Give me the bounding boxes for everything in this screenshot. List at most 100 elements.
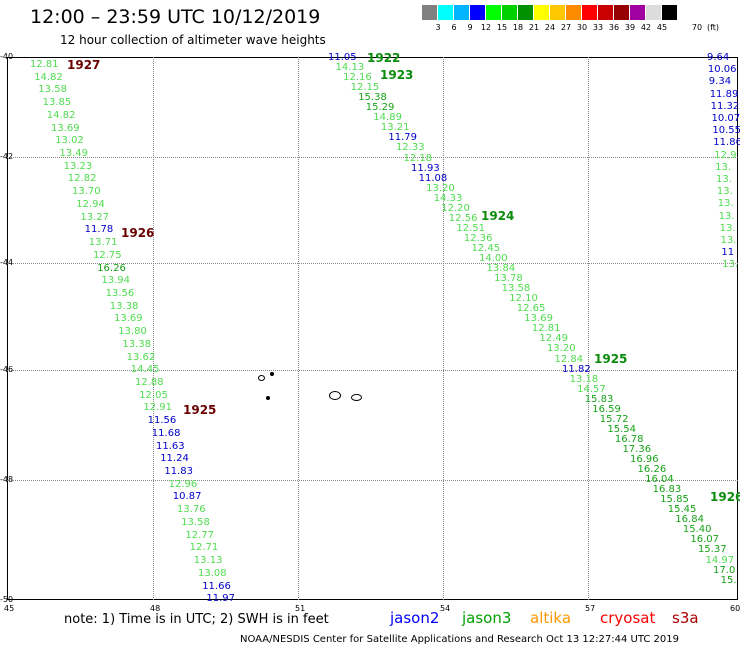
wave-height-reading: 12.9 <box>714 149 737 161</box>
wave-height-reading: 16.26 <box>97 262 126 274</box>
pass-label: 1923 <box>380 68 414 82</box>
pass-label: 1927 <box>67 58 101 72</box>
legend-label: 36 <box>608 23 620 32</box>
wave-height-reading: 12.05 <box>139 389 168 401</box>
legend-swatch <box>662 5 678 20</box>
pass-label: 1926 <box>710 490 740 504</box>
wave-height-reading: 13. <box>717 198 734 210</box>
wave-height-reading: 12.96 <box>168 478 198 490</box>
legend-swatch <box>598 5 614 20</box>
wave-height-reading: 12.94 <box>76 198 105 210</box>
wave-height-reading: 16.84 <box>675 514 704 526</box>
wave-height-reading: 17.0 <box>713 564 736 576</box>
wave-height-reading: 13.21 <box>380 122 410 134</box>
wave-height-reading: 12.84 <box>554 353 584 365</box>
wave-height-reading: 9.64 <box>707 52 730 63</box>
legend-label: 42 <box>640 23 652 32</box>
wave-height-reading: 9.34 <box>708 76 732 88</box>
wave-height-reading: 12.82 <box>67 173 97 185</box>
wave-height-reading: 13.80 <box>118 326 147 338</box>
legend-label: 3 <box>435 23 441 32</box>
legend-swatch <box>534 5 550 20</box>
wave-height-reading: 11.63 <box>156 440 185 452</box>
longitude-label: 57 <box>585 604 596 613</box>
legend-label: 33 <box>592 23 604 32</box>
wave-height-reading: 11.86 <box>713 137 740 149</box>
longitude-label: 45 <box>4 604 15 613</box>
legend-swatch <box>422 5 438 20</box>
credit-line: NOAA/NESDIS Center for Satellite Applica… <box>240 634 679 645</box>
wave-height-reading: 15.37 <box>697 544 727 556</box>
legend-label: 45 <box>656 23 668 32</box>
satellite-label: jason2 <box>390 609 440 627</box>
legend-label: 6 <box>451 23 457 32</box>
color-legend <box>422 5 678 21</box>
wave-height-reading: 15.85 <box>660 494 689 506</box>
wave-height-reading: 13.62 <box>126 351 156 363</box>
wave-height-reading: 12.77 <box>185 529 215 541</box>
wave-height-reading: 13.08 <box>198 567 227 579</box>
wave-height-reading: 13.13 <box>193 555 223 567</box>
wave-height-reading: 11.68 <box>151 427 181 439</box>
wave-height-reading: 12.20 <box>441 202 470 214</box>
satellite-label: cryosat <box>600 609 656 627</box>
wave-height-reading: 13.76 <box>177 504 206 516</box>
wave-height-reading: 13.85 <box>42 97 72 109</box>
wave-height-reading: 15.38 <box>358 92 387 104</box>
pass-label: 1926 <box>121 226 155 240</box>
latitude-label: -40 <box>0 52 14 61</box>
wave-height-reading: 13.02 <box>55 135 84 147</box>
legend-swatch <box>470 5 486 20</box>
legend-label: 18 <box>512 23 524 32</box>
wave-height-reading: 16.04 <box>645 474 674 486</box>
wave-height-reading: 11.82 <box>562 363 591 375</box>
wave-height-reading: 13.69 <box>51 122 80 134</box>
wave-height-reading: 15.83 <box>584 393 614 405</box>
wave-height-reading: 13.94 <box>101 275 131 287</box>
island-outline <box>329 391 341 400</box>
pass-label: 1924 <box>481 209 515 223</box>
wave-height-reading: 10.55 <box>712 125 740 137</box>
wave-height-reading: 11.78 <box>84 224 114 236</box>
wave-height-reading: 14.82 <box>46 109 76 121</box>
grid-line <box>588 57 589 600</box>
wave-height-reading: 11.89 <box>709 88 739 100</box>
wave-height-reading: 15.54 <box>607 423 636 435</box>
grid-line <box>7 480 738 481</box>
wave-height-reading: 13.20 <box>426 182 455 194</box>
grid-line <box>7 263 738 264</box>
wave-height-reading: 11.24 <box>160 453 189 465</box>
wave-height-reading: 14.33 <box>433 192 463 204</box>
island-outline <box>351 394 362 401</box>
wave-height-reading: 13. <box>720 235 737 246</box>
grid-line <box>7 157 738 158</box>
wave-height-reading: 13.38 <box>122 338 152 350</box>
wave-height-reading: 15.72 <box>599 413 629 425</box>
wave-height-reading: 13.27 <box>80 211 110 223</box>
legend-label: 9 <box>467 23 473 32</box>
wave-height-reading: 16.83 <box>652 484 682 496</box>
wave-height-reading: 12.91 <box>143 402 173 414</box>
legend-label: 30 <box>576 23 588 32</box>
wave-height-reading: 12.10 <box>509 293 538 305</box>
wave-height-reading: 12.71 <box>189 542 219 554</box>
legend-swatch <box>582 5 598 20</box>
wave-height-reading: 15.29 <box>365 102 395 114</box>
longitude-label: 51 <box>295 604 306 613</box>
wave-height-reading: 15.45 <box>667 504 697 516</box>
wave-height-reading: 12.88 <box>135 377 164 388</box>
wave-height-reading: 10.07 <box>711 113 740 124</box>
map-frame <box>7 57 738 600</box>
legend-label: 39 <box>624 23 636 32</box>
wave-height-reading: 12.51 <box>456 222 485 234</box>
wave-height-reading: 13.56 <box>105 287 135 299</box>
wave-height-reading: 11.32 <box>710 100 740 112</box>
pass-label: 1922 <box>367 51 401 65</box>
wave-height-reading: 12.16 <box>343 72 372 84</box>
wave-height-reading: 12.18 <box>403 152 433 164</box>
wave-height-reading: 12.75 <box>93 249 122 261</box>
wave-height-reading: 13. <box>718 210 735 222</box>
legend-swatch <box>646 5 662 20</box>
wave-height-reading: 16.07 <box>690 534 720 546</box>
